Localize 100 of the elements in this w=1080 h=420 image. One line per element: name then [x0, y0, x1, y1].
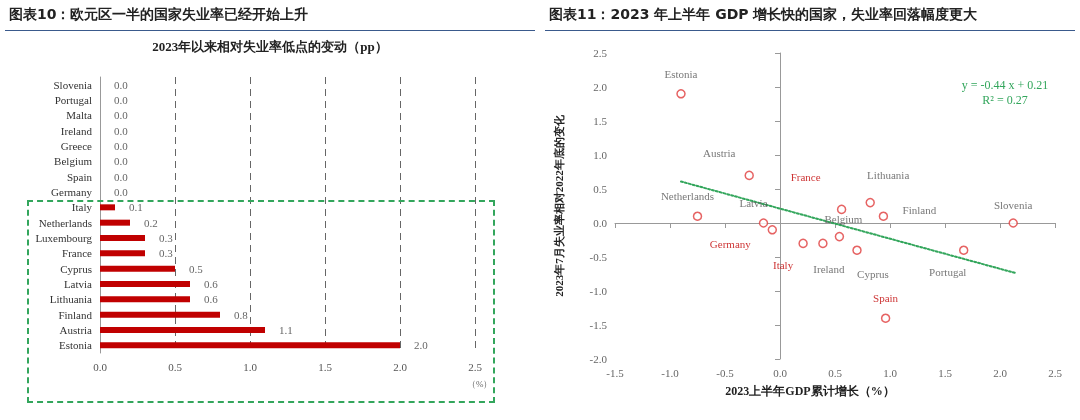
annotation: y = -0.44 x + 0.21 — [961, 78, 1049, 92]
y-tick-label: Malta — [66, 109, 93, 122]
y-tick-label: Portugal — [54, 94, 92, 106]
data-label: 0.3 — [159, 247, 174, 260]
y-tick-label: Finland — [58, 308, 93, 321]
x-tick-label: 2.0 — [993, 366, 1008, 379]
y-tick-label: Greece — [60, 140, 93, 152]
data-label: 0.5 — [189, 262, 204, 275]
y-tick-label: -1.5 — [589, 319, 608, 331]
y-tick-label: Germany — [51, 186, 93, 198]
chart-title: 图表11：2023 年上半年 GDP 增长快的国家，失业率回落幅度更大 — [545, 0, 1075, 31]
data-label: Estonia — [664, 67, 698, 80]
data-label: 0.8 — [234, 308, 249, 321]
x-tick-label: 1.0 — [883, 366, 898, 379]
data-label: 0.0 — [114, 155, 129, 168]
data-label: 0.0 — [114, 170, 129, 183]
data-label: Spain — [873, 292, 899, 305]
y-tick-label: Cyprus — [60, 262, 92, 275]
chart-subtitle: 2023年以来相对失业率低点的变动（pp） — [152, 39, 388, 54]
data-label: 0.3 — [159, 232, 174, 244]
y-tick-label: Spain — [66, 170, 93, 183]
data-label: 0.6 — [204, 293, 219, 306]
point — [798, 238, 808, 249]
x-tick-label: 1.5 — [318, 360, 333, 373]
point — [758, 218, 769, 228]
point — [958, 245, 969, 255]
annotation: R² = 0.27 — [982, 93, 1028, 107]
y-tick-label: Latvia — [63, 278, 93, 290]
data-label: 1.1 — [279, 324, 293, 336]
point — [880, 313, 891, 323]
x-tick-label: 0.5 — [828, 366, 843, 379]
data-label: Ireland — [813, 263, 845, 276]
y-tick-label: France — [62, 247, 93, 260]
data-label: 0.0 — [114, 109, 129, 122]
y-tick-label: Netherlands — [38, 216, 92, 229]
y-tick-label: 1.0 — [593, 149, 608, 161]
x-tick-label: 0.0 — [773, 366, 788, 379]
point — [834, 231, 845, 242]
bar — [100, 235, 145, 241]
y-tick-label: Slovenia — [53, 78, 93, 91]
data-label: Netherlands — [660, 190, 715, 203]
data-label: Slovenia — [993, 199, 1033, 211]
x-tick-label: -1.5 — [606, 366, 625, 379]
point — [692, 211, 703, 221]
point — [852, 245, 862, 255]
y-tick-label: -1.0 — [589, 285, 608, 297]
data-label: Lithuania — [867, 168, 910, 181]
data-label: Belgium — [824, 212, 863, 225]
x-tick-label: 0.0 — [93, 360, 108, 373]
point — [865, 197, 875, 208]
y-tick-label: Austria — [59, 324, 93, 336]
data-label: 0.1 — [129, 201, 143, 214]
x-tick-label: 1.5 — [938, 366, 953, 379]
data-label: 2.0 — [414, 339, 429, 352]
data-label: Finland — [902, 204, 937, 217]
x-tick-label: -0.5 — [716, 366, 735, 379]
data-label: 0.0 — [114, 94, 129, 106]
y-tick-label: Italy — [71, 201, 93, 214]
y-tick-label: 0.0 — [593, 217, 608, 229]
y-tick-label: 2.5 — [593, 47, 608, 59]
data-label: 0.0 — [114, 140, 129, 152]
point — [878, 211, 889, 221]
point — [836, 204, 847, 215]
point — [818, 238, 828, 249]
y-tick-label: -0.5 — [589, 251, 608, 263]
data-label: 0.0 — [114, 124, 129, 137]
x-axis-title: （%） — [467, 378, 493, 389]
y-tick-label: Ireland — [60, 124, 93, 137]
bar — [100, 204, 115, 211]
data-label: Portugal — [929, 266, 967, 279]
y-tick-label: -2.0 — [589, 353, 608, 365]
bar — [100, 311, 220, 318]
y-tick-label: Luxembourg — [35, 232, 93, 244]
point — [676, 89, 686, 99]
data-label: 0.0 — [114, 186, 129, 198]
x-axis-title: 2023上半年GDP累计增长（%） — [725, 384, 895, 398]
data-label: Cyprus — [857, 268, 889, 281]
data-label: Austria — [703, 147, 736, 160]
data-label: Italy — [773, 259, 794, 272]
y-tick-label: 0.5 — [593, 183, 608, 195]
data-label: 0.6 — [204, 278, 219, 290]
bar — [100, 281, 190, 287]
x-tick-label: 2.5 — [468, 360, 483, 373]
data-label: Germany — [709, 237, 752, 250]
y-tick-label: Estonia — [59, 339, 93, 352]
x-tick-label: 1.0 — [243, 360, 258, 373]
x-tick-label: 2.0 — [393, 360, 408, 373]
x-tick-label: -1.0 — [661, 366, 680, 379]
point — [744, 170, 754, 181]
x-tick-label: 0.5 — [168, 360, 183, 373]
bar — [100, 342, 400, 349]
bar — [100, 250, 145, 257]
data-label: 0.2 — [144, 216, 158, 229]
data-label: 0.0 — [114, 78, 129, 91]
bar — [100, 265, 175, 272]
y-tick-label: 2.0 — [593, 81, 608, 93]
bar — [100, 296, 190, 303]
point — [767, 225, 778, 235]
y-axis-title: 2023年7月失业率相对2022年底的变化 — [553, 114, 565, 297]
y-tick-label: Belgium — [54, 155, 93, 168]
